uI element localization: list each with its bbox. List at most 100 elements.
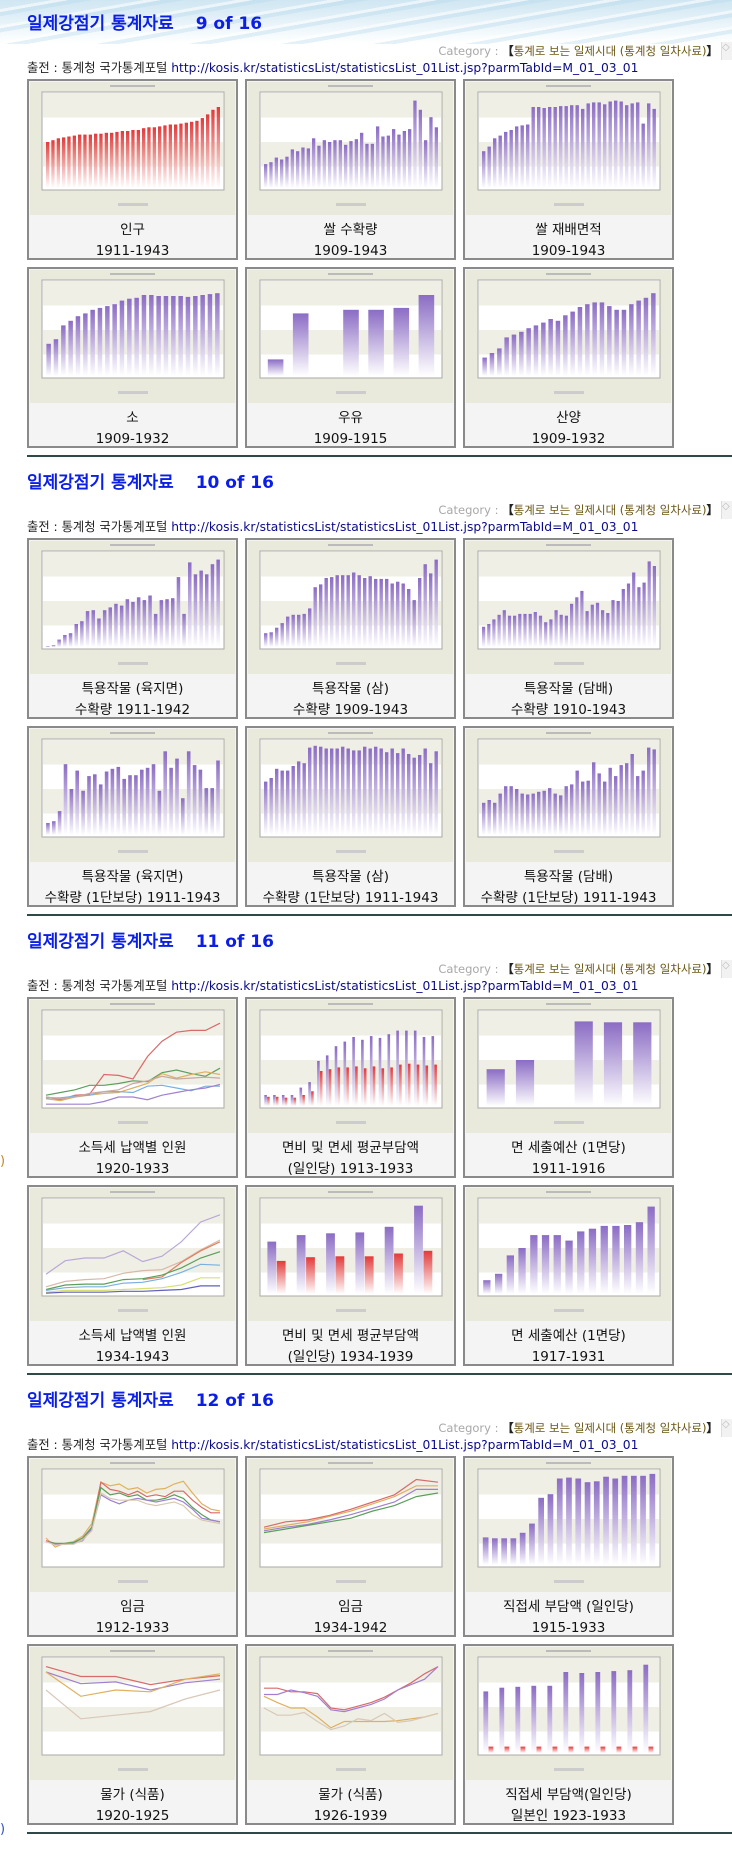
category-link[interactable]: 통계로 보는 일제시대 (통계청 일차사료) bbox=[513, 503, 707, 517]
tile-caption-title[interactable]: 특용작물 (육지면) bbox=[81, 869, 184, 885]
chart-thumbnail-tile[interactable]: 물가 (식품) 1926-1939 bbox=[245, 1644, 456, 1825]
tile-caption-title[interactable]: 면 세출예산 (1면당) bbox=[511, 1140, 626, 1156]
chart-thumbnail-tile[interactable]: 특용작물 (담배) 수확량 (1단보당) 1911-1943 bbox=[463, 726, 674, 907]
tile-caption-title[interactable]: 산양 bbox=[556, 410, 581, 426]
section-title-text[interactable]: 일제강점기 통계자료 bbox=[27, 14, 174, 34]
chart-line bbox=[45, 1022, 221, 1101]
tile-caption-title[interactable]: 인구 bbox=[120, 222, 145, 238]
source-link[interactable]: http://kosis.kr/statisticsList/statistic… bbox=[171, 520, 639, 534]
section-title-text[interactable]: 일제강점기 통계자료 bbox=[27, 1391, 174, 1411]
chart-thumbnail-tile[interactable]: 특용작물 (육지면) 수확량 (1단보당) 1911-1943 bbox=[27, 726, 238, 907]
chart-thumbnail-tile[interactable]: 특용작물 (삼) 수확량 (1단보당) 1911-1943 bbox=[245, 726, 456, 907]
source-link[interactable]: http://kosis.kr/statisticsList/statistic… bbox=[171, 1438, 639, 1452]
chart-thumbnail-image[interactable] bbox=[466, 1459, 671, 1592]
chart-thumbnail-image[interactable] bbox=[248, 541, 453, 674]
chart-bar bbox=[641, 123, 645, 188]
chart-thumbnail-image[interactable] bbox=[466, 270, 671, 403]
chart-thumbnail-tile[interactable]: 소득세 납액별 인원 1934-1943 bbox=[27, 1185, 238, 1366]
chart-thumbnail-image[interactable] bbox=[248, 82, 453, 215]
section-title-text[interactable]: 일제강점기 통계자료 bbox=[27, 932, 174, 952]
chart-thumbnail-tile[interactable]: 임금 1912-1933 bbox=[27, 1456, 238, 1637]
chart-thumbnail-tile[interactable]: 직접세 부담액 (일인당) 1915-1933 bbox=[463, 1456, 674, 1637]
chart-thumbnail-tile[interactable]: 쌀 재배면적 1909-1943 bbox=[463, 79, 674, 260]
chart-thumbnail-image[interactable] bbox=[466, 82, 671, 215]
category-link[interactable]: 통계로 보는 일제시대 (통계청 일차사료) bbox=[513, 1421, 707, 1435]
chart-thumbnail-tile[interactable]: 면비 및 면세 평균부담액 (일인당) 1913-1933 bbox=[245, 997, 456, 1178]
chart-bar bbox=[429, 763, 433, 835]
tile-caption-title[interactable]: 물가 (식품) bbox=[100, 1787, 165, 1803]
tile-caption-title[interactable]: 쌀 수확량 bbox=[323, 222, 378, 238]
chart-thumbnail-image[interactable] bbox=[248, 1647, 453, 1780]
page-indicator: 9 of 16 bbox=[195, 14, 263, 34]
chart-thumbnail-tile[interactable]: 면 세출예산 (1면당) 1917-1931 bbox=[463, 1185, 674, 1366]
tile-caption-title[interactable]: 소득세 납액별 인원 bbox=[78, 1328, 187, 1344]
chart-thumbnail-image[interactable] bbox=[30, 1647, 235, 1780]
chart-thumbnail-image[interactable] bbox=[466, 1188, 671, 1321]
chart-thumbnail-image[interactable] bbox=[30, 541, 235, 674]
chart-thumbnail-tile[interactable]: 임금 1934-1942 bbox=[245, 1456, 456, 1637]
chart-thumbnail-tile[interactable]: 물가 (식품) 1920-1925 bbox=[27, 1644, 238, 1825]
chart-thumbnail-tile[interactable]: 산양 1909-1932 bbox=[463, 267, 674, 448]
chart-thumbnail-tile[interactable]: 특용작물 (육지면) 수확량 1911-1942 bbox=[27, 538, 238, 719]
chart-line bbox=[263, 1488, 438, 1532]
chart-thumbnail-tile[interactable]: 면 세출예산 (1면당) 1911-1916 bbox=[463, 997, 674, 1178]
chart-thumbnail-tile[interactable]: 직접세 부담액(일인당) 일본인 1923-1933 bbox=[463, 1644, 674, 1825]
category-link[interactable]: 통계로 보는 일제시대 (통계청 일차사료) bbox=[513, 962, 707, 976]
chart-thumbnail-image[interactable] bbox=[466, 1000, 671, 1133]
tile-caption-title[interactable]: 특용작물 (육지면) bbox=[81, 681, 184, 697]
tile-caption-title[interactable]: 면비 및 면세 평균부담액 bbox=[281, 1328, 420, 1344]
chart-thumbnail-image[interactable] bbox=[248, 270, 453, 403]
chart-thumbnail-image[interactable] bbox=[30, 82, 235, 215]
chart-thumbnail-tile[interactable]: 소 1909-1932 bbox=[27, 267, 238, 448]
section-title-text[interactable]: 일제강점기 통계자료 bbox=[27, 473, 174, 493]
category-link[interactable]: 통계로 보는 일제시대 (통계청 일차사료) bbox=[513, 44, 707, 58]
source-link[interactable]: http://kosis.kr/statisticsList/statistic… bbox=[171, 979, 639, 993]
source-link[interactable]: http://kosis.kr/statisticsList/statistic… bbox=[171, 61, 639, 75]
tile-caption-title[interactable]: 직접세 부담액 (일인당) bbox=[503, 1599, 634, 1615]
tile-caption-title[interactable]: 임금 bbox=[338, 1599, 363, 1615]
chart-thumbnail-image[interactable] bbox=[30, 1188, 235, 1321]
tile-caption-title[interactable]: 우유 bbox=[338, 410, 363, 426]
chart-thumbnail-image[interactable] bbox=[248, 729, 453, 862]
tile-caption-title[interactable]: 임금 bbox=[120, 1599, 145, 1615]
chart-thumbnail-tile[interactable]: 면비 및 면세 평균부담액 (일인당) 1934-1939 bbox=[245, 1185, 456, 1366]
section-title[interactable]: 일제강점기 통계자료 11 of 16 bbox=[27, 930, 274, 954]
chart-bar bbox=[568, 1746, 574, 1753]
chart-bar bbox=[636, 102, 640, 188]
chart-thumbnail-image[interactable] bbox=[466, 1647, 671, 1780]
chart-thumbnail-tile[interactable]: 특용작물 (담배) 수확량 1910-1943 bbox=[463, 538, 674, 719]
chart-thumbnail-tile[interactable]: 소득세 납액별 인원 1920-1933 bbox=[27, 997, 238, 1178]
chart-thumbnail-image[interactable] bbox=[248, 1000, 453, 1133]
tile-caption-title[interactable]: 쌀 재배면적 bbox=[535, 222, 602, 238]
tile-caption-title[interactable]: 특용작물 (담배) bbox=[523, 869, 614, 885]
chart-thumbnail-image[interactable] bbox=[466, 541, 671, 674]
chart-bar bbox=[343, 1041, 347, 1106]
tile-caption-title[interactable]: 특용작물 (삼) bbox=[312, 869, 389, 885]
tile-caption-period: 수확량 (1단보당) 1911-1943 bbox=[44, 890, 221, 906]
tile-caption-title[interactable]: 물가 (식품) bbox=[318, 1787, 383, 1803]
chart-thumbnail-image[interactable] bbox=[30, 1459, 235, 1592]
tile-caption-title[interactable]: 특용작물 (삼) bbox=[312, 681, 389, 697]
section-title[interactable]: 일제강점기 통계자료 12 of 16 bbox=[27, 1389, 274, 1413]
chart-thumbnail-image[interactable] bbox=[248, 1459, 453, 1592]
tile-caption-title[interactable]: 소득세 납액별 인원 bbox=[78, 1140, 187, 1156]
chart-thumbnail-tile[interactable]: 인구 1911-1943 bbox=[27, 79, 238, 260]
chart-thumbnail-tile[interactable]: 우유 1909-1915 bbox=[245, 267, 456, 448]
source-line: 출전 : 통계청 국가통계포털 http://kosis.kr/statisti… bbox=[27, 1437, 638, 1453]
tile-caption-title[interactable]: 직접세 부담액(일인당) bbox=[505, 1787, 632, 1803]
tile-caption-title[interactable]: 면 세출예산 (1면당) bbox=[511, 1328, 626, 1344]
chart-thumbnail-tile[interactable]: 쌀 수확량 1909-1943 bbox=[245, 79, 456, 260]
chart-bar bbox=[269, 162, 273, 188]
chart-thumbnail-image[interactable] bbox=[30, 270, 235, 403]
chart-thumbnail-image[interactable] bbox=[466, 729, 671, 862]
chart-thumbnail-image[interactable] bbox=[248, 1188, 453, 1321]
chart-bar bbox=[330, 577, 334, 647]
section-title[interactable]: 일제강점기 통계자료 9 of 16 bbox=[27, 12, 262, 36]
section-title[interactable]: 일제강점기 통계자료 10 of 16 bbox=[27, 471, 274, 495]
tile-caption-title[interactable]: 면비 및 면세 평균부담액 bbox=[281, 1140, 420, 1156]
chart-thumbnail-tile[interactable]: 특용작물 (삼) 수확량 1909-1943 bbox=[245, 538, 456, 719]
chart-thumbnail-image[interactable] bbox=[30, 729, 235, 862]
tile-caption-title[interactable]: 특용작물 (담배) bbox=[523, 681, 614, 697]
chart-thumbnail-image[interactable] bbox=[30, 1000, 235, 1133]
tile-caption-title[interactable]: 소 bbox=[126, 410, 139, 426]
